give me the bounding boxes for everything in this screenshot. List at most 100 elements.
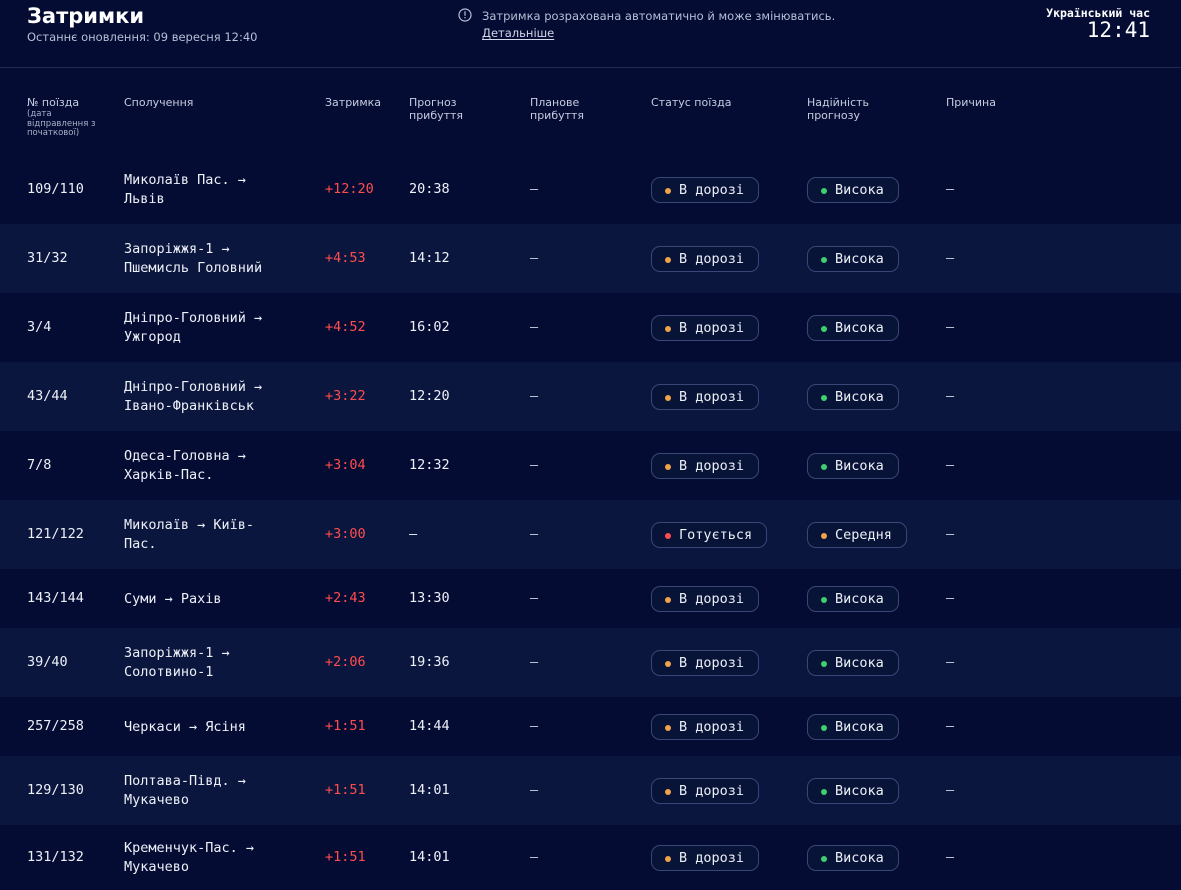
route-from: Миколаїв Пас. → (124, 172, 246, 188)
forecast-arrival: 13:30 (409, 590, 450, 606)
train-number[interactable]: 121/122 (27, 526, 84, 542)
status-label: В дорозі (679, 320, 745, 336)
train-number[interactable]: 129/130 (27, 782, 84, 798)
column-reliability: Надійність прогнозу (807, 96, 870, 122)
route: Миколаїв Пас. → Львів (124, 171, 314, 209)
train-number[interactable]: 43/44 (27, 388, 68, 404)
table-row: 143/144 Суми → Рахів +2:43 13:30 — В дорозі Ви… (0, 569, 1181, 628)
planned-arrival: — (530, 849, 539, 865)
details-link[interactable]: Детальніше (482, 26, 555, 40)
table-row: 257/258 Черкаси → Ясіня +1:51 14:44 — В дороз… (0, 697, 1181, 756)
train-number[interactable]: 3/4 (27, 319, 52, 335)
route-to: Харків-Пас. (124, 467, 214, 483)
page-title: Затримки (27, 4, 145, 28)
planned-arrival: — (530, 319, 539, 335)
reliability-label: Висока (835, 783, 884, 799)
status-label: В дорозі (679, 719, 745, 735)
route-from: Запоріжжя-1 → (124, 645, 230, 661)
train-number[interactable]: 109/110 (27, 181, 84, 197)
delay-value: +4:53 (325, 250, 366, 266)
reliability-badge: Висока (807, 778, 899, 804)
reliability-dot-icon (821, 464, 827, 470)
status-label: В дорозі (679, 850, 745, 866)
route-from: Полтава-Півд. → (124, 773, 246, 789)
status-label: В дорозі (679, 655, 745, 671)
route-from: Суми → Рахів (124, 591, 222, 607)
forecast-arrival: — (409, 526, 418, 542)
route: Дніпро-Головний → Івано-Франківськ (124, 378, 314, 416)
status-badge: В дорозі (651, 384, 760, 410)
train-number[interactable]: 7/8 (27, 457, 52, 473)
route: Полтава-Півд. → Мукачево (124, 772, 314, 810)
status-dot-icon (665, 597, 671, 603)
route: Миколаїв → Київ- Пас. (124, 516, 314, 554)
reliability-label: Висока (835, 320, 884, 336)
delay-value: +2:06 (325, 654, 366, 670)
reliability-label: Висока (835, 719, 884, 735)
delay-reason: — (946, 319, 955, 335)
reliability-badge: Висока (807, 384, 899, 410)
forecast-arrival: 14:44 (409, 718, 450, 734)
reliability-badge: Висока (807, 586, 899, 612)
info-icon (458, 8, 472, 22)
reliability-dot-icon (821, 725, 827, 731)
route-to: Солотвино-1 (124, 664, 214, 680)
forecast-arrival: 14:01 (409, 782, 450, 798)
reliability-badge: Висока (807, 845, 899, 871)
train-number[interactable]: 143/144 (27, 590, 84, 606)
reliability-dot-icon (821, 533, 827, 539)
delay-value: +3:22 (325, 388, 366, 404)
status-label: В дорозі (679, 591, 745, 607)
status-badge: В дорозі (651, 586, 760, 612)
train-number[interactable]: 131/132 (27, 849, 84, 865)
route-to: Пшемисль Головний (124, 260, 263, 276)
forecast-arrival: 20:38 (409, 181, 450, 197)
status-label: В дорозі (679, 251, 745, 267)
status-badge: В дорозі (651, 453, 760, 479)
status-dot-icon (665, 789, 671, 795)
table-row: 43/44 Дніпро-Головний → Івано-Франківськ +3… (0, 362, 1181, 431)
status-label: В дорозі (679, 389, 745, 405)
clock-label: Український час (1046, 6, 1150, 20)
status-dot-icon (665, 188, 671, 194)
reliability-badge: Висока (807, 453, 899, 479)
planned-arrival: — (530, 718, 539, 734)
delay-value: +12:20 (325, 181, 374, 197)
planned-arrival: — (530, 782, 539, 798)
table-row: 129/130 Полтава-Півд. → Мукачево +1:51 14:01… (0, 756, 1181, 825)
status-badge: В дорозі (651, 714, 760, 740)
status-badge: В дорозі (651, 778, 760, 804)
reliability-label: Середня (835, 527, 892, 543)
planned-arrival: — (530, 526, 539, 542)
train-number[interactable]: 257/258 (27, 718, 84, 734)
forecast-arrival: 12:32 (409, 457, 450, 473)
forecast-arrival: 16:02 (409, 319, 450, 335)
train-number[interactable]: 31/32 (27, 250, 68, 266)
route-from: Дніпро-Головний → (124, 379, 263, 395)
reliability-dot-icon (821, 789, 827, 795)
reliability-label: Висока (835, 251, 884, 267)
delay-value: +1:51 (325, 849, 366, 865)
column-reason: Причина (946, 96, 996, 109)
table-row: 121/122 Миколаїв → Київ- Пас. +3:00 — — Готуєт… (0, 500, 1181, 569)
status-badge: В дорозі (651, 246, 760, 272)
delay-value: +4:52 (325, 319, 366, 335)
last-updated: Останнє оновлення: 09 вересня 12:40 (27, 30, 258, 44)
column-train-label: № поїзда (27, 96, 80, 109)
train-number[interactable]: 39/40 (27, 654, 68, 670)
reliability-badge: Середня (807, 522, 907, 548)
route-from: Кременчук-Пас. → (124, 840, 255, 856)
table-row: 31/32 Запоріжжя-1 → Пшемисль Головний +4:53… (0, 224, 1181, 293)
table-row: 3/4 Дніпро-Головний → Ужгород +4:52 16:02 — В … (0, 293, 1181, 362)
reliability-badge: Висока (807, 650, 899, 676)
route: Одеса-Головна → Харків-Пас. (124, 447, 314, 485)
status-dot-icon (665, 257, 671, 263)
status-badge: В дорозі (651, 177, 760, 203)
route-to: Мукачево (124, 859, 190, 875)
planned-arrival: — (530, 388, 539, 404)
reliability-dot-icon (821, 188, 827, 194)
reliability-badge: Висока (807, 177, 899, 203)
forecast-arrival: 14:01 (409, 849, 450, 865)
route: Суми → Рахів (124, 590, 314, 609)
reliability-badge: Висока (807, 315, 899, 341)
